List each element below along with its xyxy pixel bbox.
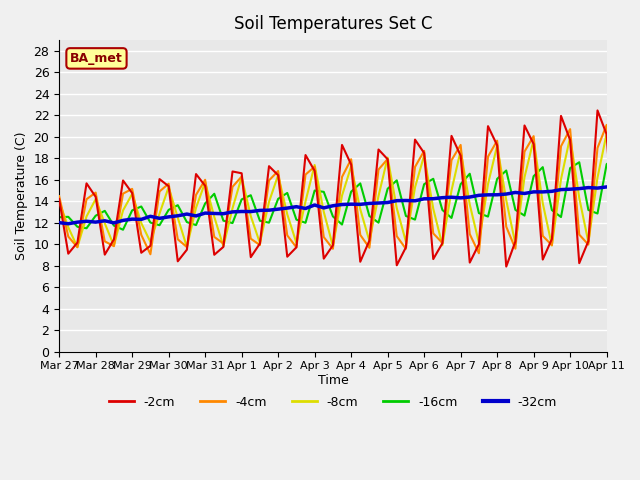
-16cm — [612, 155, 620, 160]
-2cm — [292, 244, 300, 250]
-16cm — [301, 220, 309, 226]
-2cm — [594, 108, 602, 113]
-8cm — [438, 242, 446, 248]
-32cm — [138, 216, 145, 222]
-4cm — [55, 193, 63, 199]
-16cm — [55, 215, 63, 220]
Legend: -2cm, -4cm, -8cm, -16cm, -32cm: -2cm, -4cm, -8cm, -16cm, -32cm — [104, 391, 562, 414]
-16cm — [119, 227, 127, 233]
Line: -4cm: -4cm — [59, 125, 634, 254]
-4cm — [147, 252, 154, 257]
X-axis label: Time: Time — [317, 374, 348, 387]
-16cm — [630, 212, 638, 217]
-16cm — [438, 207, 446, 213]
Line: -32cm: -32cm — [59, 186, 634, 224]
-32cm — [55, 220, 63, 226]
-4cm — [348, 156, 355, 162]
-8cm — [429, 206, 437, 212]
-4cm — [301, 172, 309, 178]
-8cm — [630, 170, 638, 176]
Text: BA_met: BA_met — [70, 52, 123, 65]
-2cm — [502, 264, 510, 269]
-2cm — [55, 196, 63, 202]
-32cm — [438, 195, 446, 201]
Title: Soil Temperatures Set C: Soil Temperatures Set C — [234, 15, 432, 33]
-8cm — [348, 164, 355, 169]
-16cm — [429, 176, 437, 181]
-32cm — [301, 205, 309, 211]
Line: -16cm: -16cm — [59, 157, 634, 230]
-32cm — [429, 196, 437, 202]
-8cm — [603, 131, 611, 136]
-4cm — [128, 186, 136, 192]
-8cm — [55, 199, 63, 204]
-4cm — [438, 240, 446, 246]
-8cm — [384, 155, 392, 160]
-8cm — [301, 198, 309, 204]
-2cm — [420, 150, 428, 156]
-16cm — [348, 189, 355, 194]
-2cm — [128, 190, 136, 196]
-16cm — [138, 204, 145, 209]
-2cm — [338, 142, 346, 148]
-2cm — [374, 146, 382, 152]
-4cm — [429, 230, 437, 236]
-8cm — [138, 220, 145, 226]
Line: -2cm: -2cm — [59, 110, 634, 266]
-8cm — [74, 244, 81, 250]
-32cm — [384, 200, 392, 205]
Y-axis label: Soil Temperature (C): Soil Temperature (C) — [15, 132, 28, 260]
Line: -8cm: -8cm — [59, 133, 634, 247]
-32cm — [65, 221, 72, 227]
-4cm — [603, 122, 611, 128]
-32cm — [630, 183, 638, 189]
-2cm — [429, 256, 437, 262]
-16cm — [384, 186, 392, 192]
-32cm — [348, 201, 355, 207]
-2cm — [630, 109, 638, 115]
-4cm — [630, 139, 638, 144]
-4cm — [384, 156, 392, 162]
